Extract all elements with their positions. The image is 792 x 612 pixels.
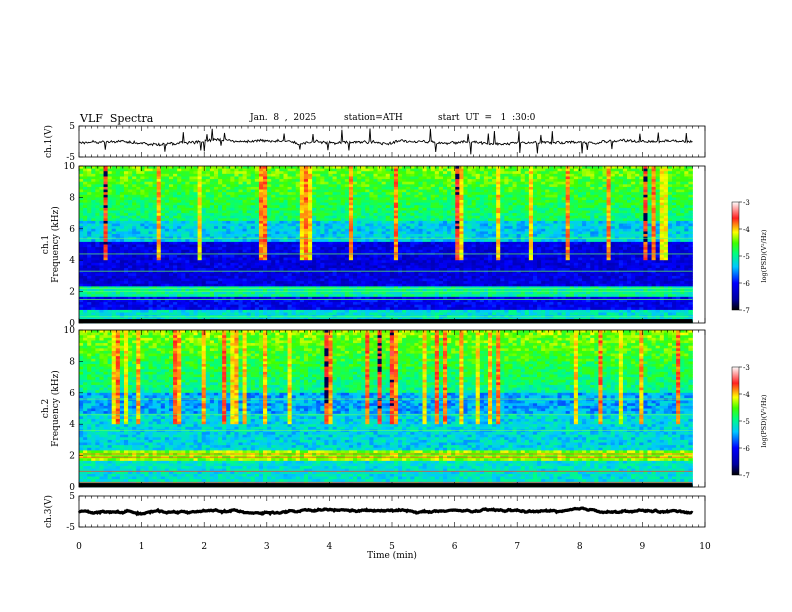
colorbar-tick-label: -3 [743,364,750,372]
y-tick-label: 10 [64,326,76,336]
colorbar-ch1 [731,201,740,311]
x-tick-label: 2 [201,542,207,552]
y-tick-label: 10 [64,162,76,172]
waveform-traces [77,128,694,517]
ch3-voltage-trace [77,506,694,517]
ch2-spectrogram [79,330,693,488]
colorbar-tick-label: -6 [743,280,750,288]
x-tick-label: 4 [327,542,333,552]
x-tick-label: 7 [514,542,520,552]
y-axis-label: ch.1 [41,235,51,254]
colorbar-label: log(PSD)(V²/Hz) [760,229,768,282]
y-tick-label: 8 [69,193,75,203]
y-axis-label: ch.3(V) [43,495,54,528]
axis-ticks [78,125,706,528]
colorbar-ch2 [731,366,740,476]
chart-title: VLF Spectra [80,112,154,125]
y-tick-label: 2 [69,288,75,298]
y-tick-label: 0 [69,319,75,329]
colorbar-tick-label: -3 [743,199,750,207]
ch1-voltage-trace [78,128,693,155]
y-tick-label: 5 [69,122,75,132]
station-label: station=ATH [344,113,403,123]
colorbar-tick-label: -5 [743,253,750,261]
y-tick-label: 4 [69,256,75,266]
colorbar-tick-label: -4 [743,226,750,234]
colorbar-tick-label: -4 [743,391,750,399]
colorbar-label: log(PSD)(V²/Hz) [760,394,768,447]
colorbar-tick-label: -7 [743,472,750,480]
y-tick-label: 4 [69,420,75,430]
y-axis-label: Frequency (kHz) [50,370,61,447]
y-tick-label: -5 [66,153,75,163]
y-tick-label: 2 [69,452,75,462]
date-label: Jan. 8 , 2025 [250,113,317,123]
y-tick-label: 6 [69,225,75,235]
y-tick-label: 6 [69,389,75,399]
x-tick-label: 1 [139,542,145,552]
y-axis-label: ch.1(V) [43,125,54,158]
y-axis-label: ch.2 [41,399,51,418]
x-tick-label: 6 [452,542,458,552]
colorbar-tick-label: -6 [743,445,750,453]
colorbar-tick-label: -7 [743,307,750,315]
y-tick-label: 0 [69,483,75,493]
ch1-spectrogram [79,166,693,324]
colorbar-tick-label: -5 [743,418,750,426]
x-tick-label: 10 [699,542,711,552]
x-tick-label: 9 [640,542,646,552]
x-tick-label: 0 [76,542,82,552]
x-axis-label: Time (min) [367,550,417,561]
y-tick-label: -5 [66,523,75,533]
y-axis-label: Frequency (kHz) [50,206,61,283]
y-tick-label: 5 [69,492,75,502]
colorbars: -3 -4 -5 -6 -7 log(PSD)(V²/Hz) -3 -4 -5 -6 -7 log(P… [731,199,768,480]
x-tick-label: 5 [389,542,395,552]
start-time-label: start UT = 1 :30:0 [438,113,536,123]
x-tick-label: 8 [577,542,583,552]
x-tick-label: 3 [264,542,270,552]
y-tick-label: 8 [69,357,75,367]
